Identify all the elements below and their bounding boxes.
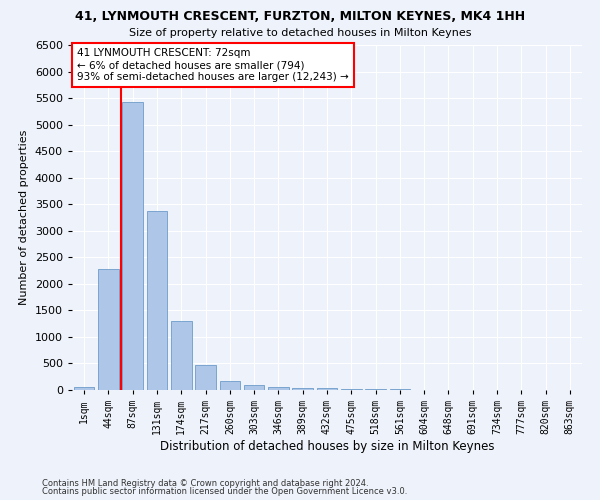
Y-axis label: Number of detached properties: Number of detached properties xyxy=(19,130,29,305)
Bar xyxy=(74,386,94,390)
Text: Contains public sector information licensed under the Open Government Licence v3: Contains public sector information licen… xyxy=(42,487,407,496)
Bar xyxy=(171,321,191,390)
Text: 41, LYNMOUTH CRESCENT, FURZTON, MILTON KEYNES, MK4 1HH: 41, LYNMOUTH CRESCENT, FURZTON, MILTON K… xyxy=(75,10,525,23)
Bar xyxy=(365,389,386,390)
Bar xyxy=(341,389,362,390)
Bar xyxy=(98,269,119,390)
Bar xyxy=(268,386,289,390)
X-axis label: Distribution of detached houses by size in Milton Keynes: Distribution of detached houses by size … xyxy=(160,440,494,453)
Bar xyxy=(146,210,167,390)
Bar xyxy=(244,385,265,390)
Bar xyxy=(292,388,313,390)
Bar xyxy=(122,102,143,390)
Bar xyxy=(317,388,337,390)
Bar xyxy=(220,381,240,390)
Text: 41 LYNMOUTH CRESCENT: 72sqm
← 6% of detached houses are smaller (794)
93% of sem: 41 LYNMOUTH CRESCENT: 72sqm ← 6% of deta… xyxy=(77,48,349,82)
Bar xyxy=(195,364,216,390)
Text: Size of property relative to detached houses in Milton Keynes: Size of property relative to detached ho… xyxy=(129,28,471,38)
Text: Contains HM Land Registry data © Crown copyright and database right 2024.: Contains HM Land Registry data © Crown c… xyxy=(42,478,368,488)
